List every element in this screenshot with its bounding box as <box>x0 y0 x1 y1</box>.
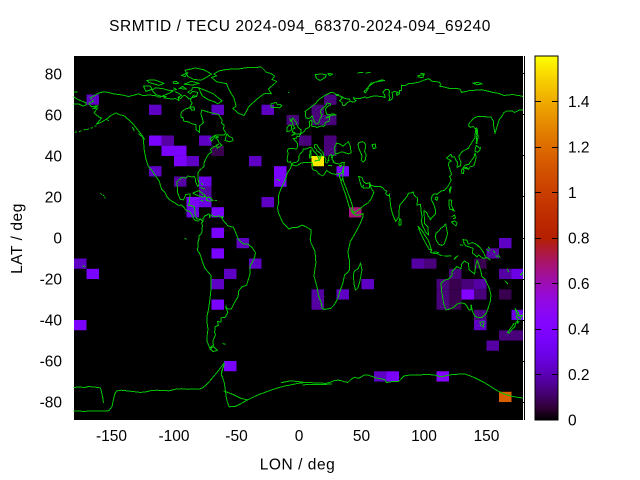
svg-text:50: 50 <box>353 428 371 445</box>
svg-text:0: 0 <box>568 413 577 430</box>
svg-text:0: 0 <box>295 428 304 445</box>
svg-text:0.8: 0.8 <box>568 231 590 248</box>
svg-text:100: 100 <box>411 428 437 445</box>
svg-text:-40: -40 <box>40 312 63 329</box>
svg-text:-100: -100 <box>158 428 189 445</box>
svg-text:60: 60 <box>45 107 63 124</box>
svg-text:150: 150 <box>474 428 500 445</box>
svg-text:LON / deg: LON / deg <box>260 457 336 474</box>
svg-text:0.4: 0.4 <box>568 322 590 339</box>
svg-text:1.4: 1.4 <box>568 94 590 111</box>
svg-text:80: 80 <box>45 66 63 83</box>
svg-text:LAT / deg: LAT / deg <box>9 203 26 274</box>
svg-text:40: 40 <box>45 148 63 165</box>
svg-text:0.6: 0.6 <box>568 276 590 293</box>
svg-text:1: 1 <box>568 185 577 202</box>
svg-text:-20: -20 <box>40 271 63 288</box>
svg-text:SRMTID / TECU 2024-094_68370-2: SRMTID / TECU 2024-094_68370-2024-094_69… <box>109 18 491 35</box>
svg-text:-50: -50 <box>225 428 248 445</box>
svg-text:0: 0 <box>53 230 62 247</box>
svg-text:-60: -60 <box>40 353 63 370</box>
svg-text:-80: -80 <box>40 395 63 412</box>
svg-text:-150: -150 <box>96 428 127 445</box>
svg-text:0.2: 0.2 <box>568 367 590 384</box>
svg-text:1.2: 1.2 <box>568 140 590 157</box>
svg-text:20: 20 <box>45 189 63 206</box>
